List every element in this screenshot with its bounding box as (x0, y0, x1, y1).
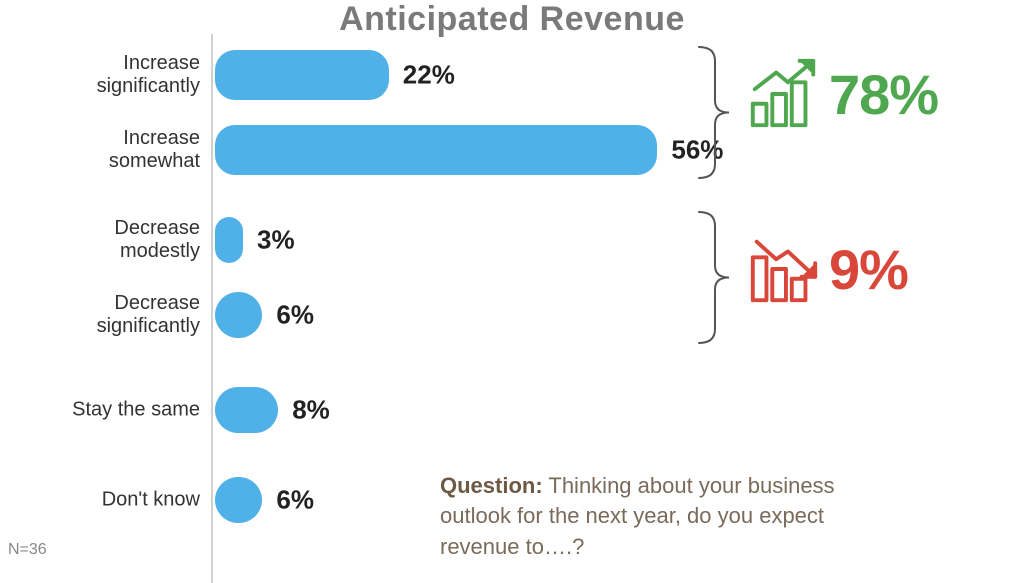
bar-category-label: Increasesignificantly (30, 52, 200, 98)
bar-category-label: Don't know (30, 489, 200, 512)
bar-category-label: Increasesomewhat (30, 127, 200, 173)
bar-category-label: Decreasemodestly (30, 217, 200, 263)
summary-decrease: 9% (745, 230, 908, 308)
bar-value-label: 8% (292, 395, 330, 426)
bar-row: Stay the same 8% (0, 385, 1024, 435)
bar-category-label: Stay the same (30, 399, 200, 422)
question-text: Question: Thinking about your business o… (440, 471, 860, 563)
chart-up-icon (745, 55, 823, 133)
bar (215, 292, 262, 338)
bar (215, 125, 657, 175)
bracket-decrease (697, 210, 727, 345)
bar-category-label: Decreasesignificantly (30, 292, 200, 338)
bar (215, 387, 278, 433)
bar (215, 50, 389, 100)
chart-title: Anticipated Revenue (0, 0, 1024, 39)
summary-increase: 78% (745, 55, 938, 133)
bar-value-label: 6% (276, 485, 314, 516)
chart-stage: Anticipated Revenue Increasesignificantl… (0, 0, 1024, 583)
bar (215, 477, 262, 523)
bar-value-label: 22% (403, 60, 455, 91)
bracket-increase (697, 45, 727, 180)
question-lead: Question: (440, 473, 543, 498)
summary-decrease-value: 9% (829, 237, 908, 302)
sample-size-label: N=36 (8, 541, 47, 559)
bar-value-label: 3% (257, 225, 295, 256)
chart-down-icon (745, 230, 823, 308)
bar (215, 217, 243, 263)
summary-increase-value: 78% (829, 62, 938, 127)
bar-value-label: 6% (276, 300, 314, 331)
